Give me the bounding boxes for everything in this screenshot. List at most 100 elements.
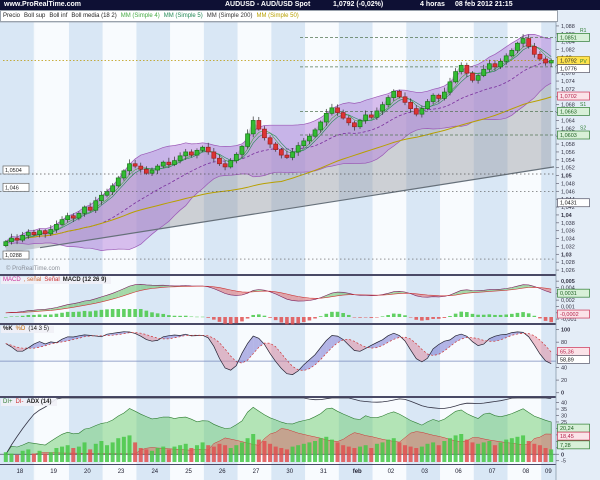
- macd-hist-bar: [77, 311, 81, 317]
- candle: [87, 206, 93, 211]
- day-stripe: [35, 22, 69, 480]
- tick-label: 0,001: [561, 304, 575, 310]
- brand-url: www.ProRealTime.com: [4, 1, 82, 8]
- volume-bar: [526, 441, 531, 462]
- volume-bar: [307, 442, 312, 462]
- stoch-ribbon: [405, 337, 411, 350]
- volume-bar: [290, 446, 295, 462]
- macd-ribbon: [225, 288, 231, 295]
- axis-value-label: 1,0851: [560, 35, 577, 41]
- volume-bar: [397, 442, 402, 462]
- volume-bar: [88, 449, 93, 462]
- stoch-ribbon: [337, 336, 344, 343]
- macd-panel-legend: MACD, señal Señal MACD (12 26 9): [1, 277, 112, 284]
- day-stripe: [541, 22, 556, 480]
- macd-ribbon: [135, 284, 141, 292]
- candle: [470, 72, 475, 81]
- macd-line: [5, 283, 552, 314]
- tick-label: 100: [561, 328, 570, 334]
- tick-label: 0,004: [561, 285, 575, 291]
- macd-ribbon: [101, 295, 107, 302]
- watermark: © ProRealTime.com: [6, 265, 60, 272]
- macd-hist-bar: [363, 317, 368, 318]
- volume-bar: [127, 435, 132, 462]
- volume-bar: [492, 445, 497, 462]
- candle: [458, 64, 464, 72]
- macd-ribbon: [129, 284, 136, 294]
- tick-label: 0,002: [561, 298, 575, 304]
- volume-bar: [403, 445, 408, 462]
- last-price: 1,0792 (-0,02%): [333, 1, 384, 8]
- tick-label: 1,084: [561, 40, 575, 46]
- volume-bar: [341, 445, 346, 462]
- volume-bar: [273, 446, 278, 462]
- macd-hist-bar: [313, 317, 317, 319]
- axis-value-box: [557, 440, 590, 450]
- tick-label: 1,036: [561, 229, 575, 235]
- tick-label: 1,04: [561, 213, 573, 219]
- axis-value-box: [557, 107, 590, 116]
- candle: [284, 154, 290, 158]
- macd-hist-bar: [375, 317, 379, 318]
- candle: [273, 143, 279, 150]
- x-axis-label: 09: [545, 469, 552, 475]
- candle: [307, 135, 312, 142]
- macd-hist-bar: [448, 316, 452, 317]
- macd-ribbon: [309, 298, 315, 301]
- candle: [278, 149, 284, 156]
- mm50-line: [5, 96, 552, 243]
- candle: [76, 213, 82, 219]
- candle: [42, 230, 48, 235]
- candle: [548, 60, 554, 64]
- x-axis-label: 26: [219, 469, 226, 475]
- volume-bar: [408, 446, 413, 462]
- stoch-ribbon: [33, 341, 40, 349]
- tick-label: 1,034: [561, 237, 575, 243]
- volume-bar: [363, 445, 368, 462]
- x-axis-label: 07: [489, 469, 496, 475]
- stoch-ribbon: [360, 344, 366, 352]
- candle: [217, 157, 222, 165]
- volume-bar: [268, 443, 273, 462]
- volume-bar: [144, 449, 149, 462]
- axis-value-label: 1,0776: [560, 67, 577, 73]
- axis-value-box: [557, 198, 590, 208]
- axis-value-label: 18,45: [560, 434, 574, 440]
- pivot-tag: PV: [580, 59, 587, 65]
- macd-ribbon: [466, 289, 473, 294]
- candle: [245, 133, 250, 147]
- tick-label: 1,072: [561, 87, 575, 93]
- x-axis-label: 20: [84, 469, 91, 475]
- tick-label: 1,054: [561, 158, 575, 164]
- pivot-tag: S1: [580, 102, 586, 108]
- legend-token: Boll sup: [24, 13, 46, 19]
- volume-bar: [110, 442, 115, 462]
- macd-hist-bar: [195, 316, 199, 318]
- stoch-ribbon: [213, 338, 220, 359]
- axis-value-label: 1,0431: [560, 201, 577, 207]
- candle: [267, 137, 273, 145]
- macd-ribbon: [416, 293, 422, 297]
- macd-hist-bar: [15, 316, 19, 317]
- volume-bar: [15, 455, 20, 462]
- macd-hist-bar: [88, 311, 92, 317]
- volume-bar: [31, 453, 36, 462]
- macd-ribbon: [84, 300, 91, 306]
- candle: [48, 229, 54, 235]
- candle: [3, 241, 9, 246]
- candle: [115, 177, 121, 187]
- macd-hist-bar: [9, 316, 14, 317]
- x-axis-label: 31: [320, 469, 327, 475]
- macd-hist-bar: [217, 317, 222, 322]
- tick-label: 1,064: [561, 118, 575, 124]
- stoch-ribbon: [253, 336, 259, 354]
- tick-label: 40: [561, 401, 567, 407]
- macd-hist-bar: [352, 317, 357, 318]
- macd-hist-bar: [431, 317, 435, 319]
- candle: [25, 231, 31, 236]
- stoch-ribbon: [225, 349, 231, 371]
- stoch-ribbon: [242, 343, 248, 364]
